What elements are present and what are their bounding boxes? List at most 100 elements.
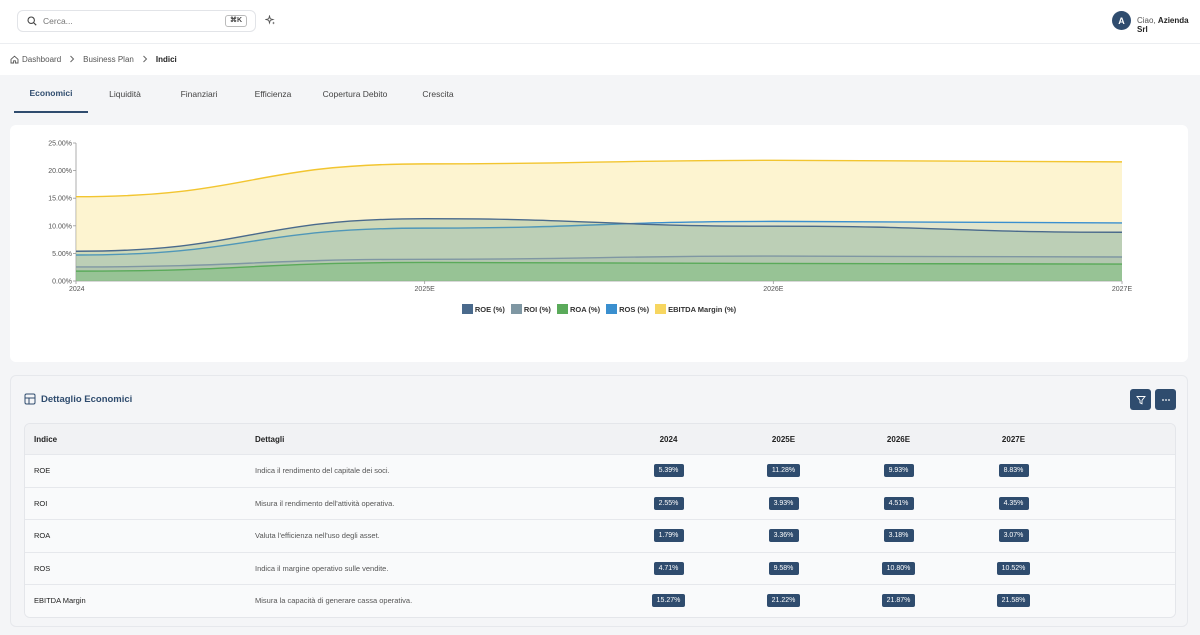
legend-label: ROS (%) xyxy=(619,304,650,314)
series-area xyxy=(76,218,1122,281)
greeting-text: Ciao, xyxy=(1137,16,1156,25)
y-tick-label: 0.00% xyxy=(52,279,72,286)
legend-swatch xyxy=(655,304,667,314)
filter-button[interactable] xyxy=(1130,389,1151,410)
legend-item-roi[interactable]: ROI (%) xyxy=(510,304,551,314)
tab-liquidita[interactable]: Liquidità xyxy=(109,89,141,99)
value-badge: 15.27% xyxy=(651,594,686,608)
indice-cell: ROI xyxy=(34,498,48,508)
series-area xyxy=(76,160,1122,281)
value-badge: 4.51% xyxy=(883,496,914,510)
column-header[interactable]: 2024 xyxy=(659,434,678,444)
legend-label: ROI (%) xyxy=(523,304,551,314)
column-header[interactable]: 2025E xyxy=(771,434,796,444)
shortcut-badge: ⌘K xyxy=(224,15,247,27)
value-badge: 3.07% xyxy=(998,529,1029,543)
legend-swatch xyxy=(606,304,618,314)
indice-cell: ROE xyxy=(34,466,51,476)
y-tick-label: 25.00% xyxy=(48,141,72,148)
value-badge: 21.58% xyxy=(996,594,1031,608)
detail-cell: Indica il margine operativo sulle vendit… xyxy=(255,563,389,573)
indice-cell: ROA xyxy=(34,531,51,541)
breadcrumb-label: Dashboard xyxy=(22,55,62,64)
more-icon xyxy=(1161,398,1170,401)
value-badge: 3.36% xyxy=(768,529,799,543)
y-tick-label: 10.00% xyxy=(48,223,72,230)
filter-icon xyxy=(1135,395,1146,405)
value-badge: 4.71% xyxy=(653,561,684,575)
tab-finanziari[interactable]: Finanziari xyxy=(180,89,218,99)
detail-cell: Misura la capacità di generare cassa ope… xyxy=(255,596,413,606)
value-badge: 3.93% xyxy=(768,496,799,510)
tab-bar: Economici Liquidità Finanziari Efficienz… xyxy=(0,75,1200,113)
column-header[interactable]: Dettagli xyxy=(255,434,285,444)
detail-cell: Valuta l'efficienza nell'uso degli asset… xyxy=(255,531,380,541)
series-area xyxy=(76,256,1122,281)
card-title: Dettaglio Economici xyxy=(41,393,133,405)
x-tick-label: 2024 xyxy=(69,286,85,293)
avatar[interactable]: A xyxy=(1112,11,1131,30)
legend-label: ROA (%) xyxy=(569,304,601,314)
table-icon xyxy=(24,393,36,405)
x-tick-label: 2025E xyxy=(415,286,436,293)
value-badge: 2.55% xyxy=(653,496,684,510)
x-tick-label: 2027E xyxy=(1112,286,1133,293)
table-row: ROE Indica il rendimento del capitale de… xyxy=(25,454,1175,487)
indice-cell: EBITDA Margin xyxy=(34,596,86,606)
table-row: ROA Valuta l'efficienza nell'uso degli a… xyxy=(25,519,1175,552)
legend-label: ROE (%) xyxy=(474,304,505,314)
series-area xyxy=(76,221,1122,281)
value-badge: 9.93% xyxy=(883,464,914,478)
search-box[interactable]: ⌘K xyxy=(17,10,256,32)
legend-item-ebitda-margin[interactable]: EBITDA Margin (%) xyxy=(655,304,736,314)
column-header[interactable]: 2026E xyxy=(886,434,911,444)
top-bar: ⌘K A Ciao, Azienda Srl xyxy=(0,0,1200,44)
value-badge: 4.35% xyxy=(998,496,1029,510)
chart-card: 0.00% 5.00% 10.00% 15.00% 20.00% 25.00% 2024 20… xyxy=(10,125,1188,362)
tab-economici[interactable]: Economici xyxy=(14,75,88,113)
home-icon xyxy=(10,55,19,64)
tab-efficienza[interactable]: Efficienza xyxy=(254,89,292,99)
tab-crescita[interactable]: Crescita xyxy=(422,89,454,99)
legend-swatch xyxy=(461,304,473,314)
value-badge: 11.28% xyxy=(766,464,801,478)
value-badge: 10.80% xyxy=(881,561,916,575)
user-greeting[interactable]: Ciao, Azienda Srl xyxy=(1137,16,1200,34)
value-badge: 10.52% xyxy=(996,561,1031,575)
series-line xyxy=(75,255,1123,268)
more-options-button[interactable] xyxy=(1155,389,1176,410)
legend-item-roe[interactable]: ROE (%) xyxy=(461,304,505,314)
tab-copertura-debito[interactable]: Copertura Debito xyxy=(322,89,388,99)
table-row: EBITDA Margin Misura la capacità di gene… xyxy=(25,584,1175,617)
sparkle-icon[interactable] xyxy=(264,14,276,29)
table-header-row: Indice Dettagli 2024 2025E 2026E 2027E xyxy=(25,424,1175,454)
breadcrumb-dashboard[interactable]: Dashboard xyxy=(10,55,61,64)
details-table: Indice Dettagli 2024 2025E 2026E 2027E R… xyxy=(24,423,1176,618)
legend-item-roa[interactable]: ROA (%) xyxy=(556,304,601,314)
value-badge: 5.39% xyxy=(653,464,684,478)
column-header[interactable]: Indice xyxy=(34,434,58,444)
value-badge: 21.22% xyxy=(766,594,801,608)
chart-legend: ROE (%) ROI (%) ROA (%) ROS (%) EBITDA M… xyxy=(10,304,1188,314)
company-name: Azienda Srl xyxy=(1137,16,1189,34)
series-line xyxy=(75,220,1123,256)
indice-cell: ROS xyxy=(34,563,51,573)
column-header[interactable]: 2027E xyxy=(1001,434,1026,444)
details-card: Dettaglio Economici Indice Dettagli 2024… xyxy=(10,375,1188,627)
table-row: ROS Indica il margine operativo sulle ve… xyxy=(25,551,1175,584)
breadcrumb: Dashboard Business Plan Indici xyxy=(0,44,1200,75)
y-tick-label: 20.00% xyxy=(48,168,72,175)
search-input[interactable] xyxy=(43,16,203,26)
legend-item-ros[interactable]: ROS (%) xyxy=(606,304,649,314)
value-badge: 8.83% xyxy=(998,464,1029,478)
search-icon xyxy=(27,16,37,26)
breadcrumb-indici: Indici xyxy=(155,55,177,64)
x-tick-label: 2026E xyxy=(763,286,784,293)
legend-swatch xyxy=(556,304,568,314)
value-badge: 21.87% xyxy=(881,594,916,608)
breadcrumb-business-plan[interactable]: Business Plan xyxy=(83,55,134,64)
area-chart: 0.00% 5.00% 10.00% 15.00% 20.00% 25.00% 2024 20… xyxy=(48,141,1133,294)
detail-cell: Indica il rendimento del capitale dei so… xyxy=(255,466,390,476)
series-area xyxy=(76,262,1122,281)
chevron-right-icon xyxy=(69,55,75,65)
